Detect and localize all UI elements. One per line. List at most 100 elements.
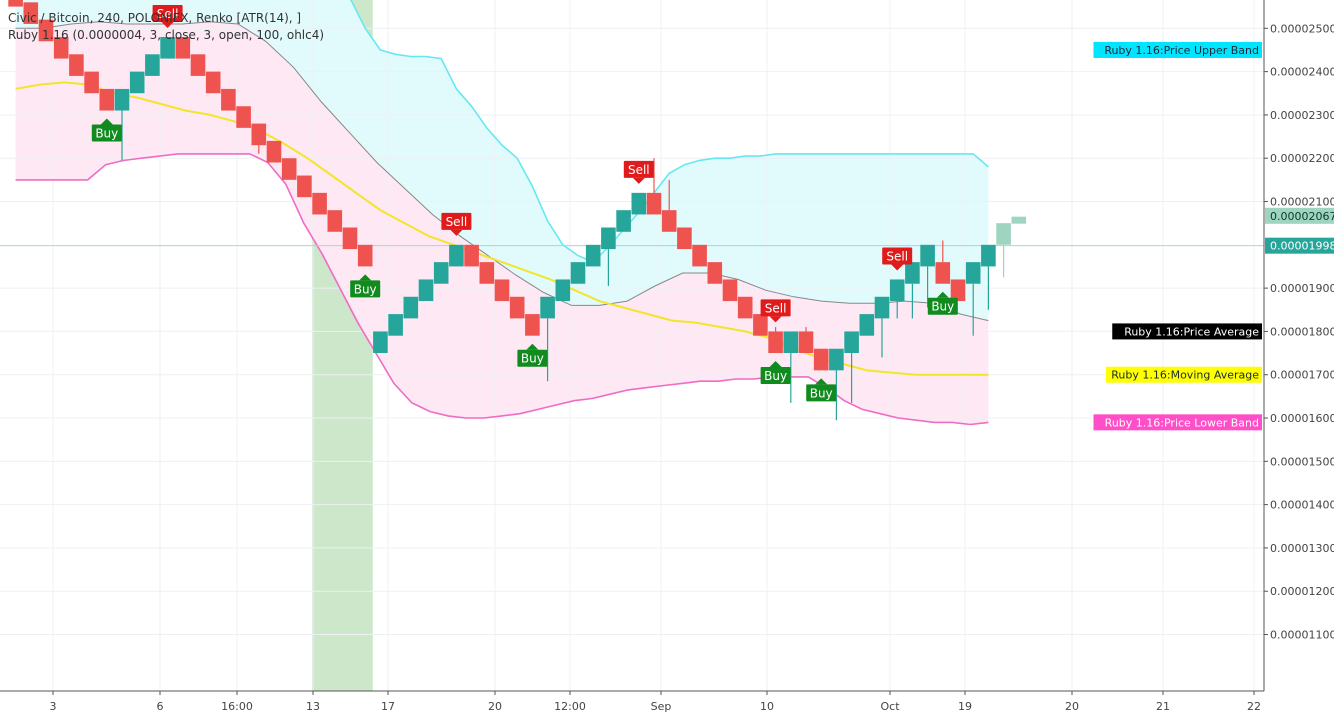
brick-down [190, 54, 206, 76]
signal-label: Sell [446, 215, 468, 229]
brick-up [160, 36, 175, 59]
brick-down [84, 71, 99, 94]
signal-label: Buy [354, 282, 377, 296]
brick-up [403, 296, 419, 319]
brick-up [996, 223, 1011, 245]
signal-pointer [526, 343, 539, 350]
brick-up [540, 296, 555, 319]
x-tick-label: Oct [880, 700, 900, 713]
price-tag-box [1265, 237, 1334, 254]
brick-up [874, 296, 890, 319]
brick-down [661, 210, 677, 232]
x-tick-label: 22 [1247, 700, 1261, 713]
price-tag-label: 0.00001998 [1270, 240, 1334, 253]
signal-label: Buy [764, 369, 787, 383]
band-label: Ruby 1.16:Price Upper Band [1093, 41, 1262, 58]
brick-up [905, 262, 920, 284]
y-tick-label: 0.00001500 [1270, 455, 1334, 468]
brick-down [23, 2, 39, 24]
brick-up [844, 331, 859, 354]
signal-box [91, 124, 122, 142]
brick-down [327, 210, 343, 232]
brick-up [601, 227, 616, 250]
symbol-title[interactable]: Civic / Bitcoin, 240, POLONIEX, Renko [A… [8, 11, 302, 25]
brick-up [114, 88, 130, 111]
signal-pointer [769, 361, 782, 368]
brick-up [388, 314, 403, 336]
brick-down [722, 279, 738, 302]
signal-label: Buy [810, 386, 833, 400]
brick-up [783, 331, 799, 354]
brick-down [357, 244, 373, 267]
brick-up [616, 210, 631, 232]
sell-signal: Sell [882, 247, 913, 271]
signal-box [623, 160, 654, 178]
signal-pointer [891, 264, 904, 271]
last-price-tag: 0.00002067 [1265, 207, 1334, 224]
chart-legend: Civic / Bitcoin, 240, POLONIEX, Renko [A… [8, 10, 324, 44]
brick-down [464, 244, 479, 267]
sell-signal: Sell [623, 160, 654, 184]
buy-signal: Buy [350, 274, 381, 298]
x-tick-label: 12:00 [554, 700, 586, 713]
brick-down [69, 54, 84, 76]
signal-pointer [161, 21, 174, 28]
x-tick-label: 21 [1156, 700, 1170, 713]
brick-up [418, 279, 434, 302]
brick-up [449, 244, 464, 267]
x-tick-label: Sep [651, 700, 672, 713]
y-tick-label: 0.00001900 [1270, 282, 1334, 295]
brick-down [479, 262, 495, 284]
y-tick-label: 0.00002200 [1270, 152, 1334, 165]
x-tick-label: 16:00 [221, 700, 253, 713]
band-label-text: Ruby 1.16:Price Lower Band [1105, 416, 1259, 429]
brick-down [312, 192, 327, 215]
band-label-text: Ruby 1.16:Price Average [1124, 325, 1259, 338]
price-tag-box [1265, 207, 1334, 224]
signal-pointer [359, 274, 372, 281]
brick-up [981, 244, 996, 267]
buy-signal: Buy [927, 291, 958, 315]
brick-down [935, 262, 951, 284]
brick-down [236, 106, 251, 128]
brick-down [677, 227, 692, 250]
sell-signal: Sell [441, 212, 472, 236]
y-tick-label: 0.00001700 [1270, 369, 1334, 382]
brick-down [692, 244, 707, 267]
grid-layer [0, 0, 1264, 691]
y-tick-label: 0.00001100 [1270, 629, 1334, 642]
brick-down [297, 175, 312, 198]
signal-label: Buy [521, 352, 544, 366]
signal-box [806, 384, 837, 402]
signal-pointer [815, 378, 828, 385]
brick-down [266, 140, 282, 163]
brick-up [145, 54, 160, 76]
band-label: Ruby 1.16:Price Lower Band [1093, 414, 1262, 431]
band-label-text: Ruby 1.16:Price Upper Band [1104, 44, 1259, 57]
sell-signal: Sell [760, 299, 791, 323]
brick-down [221, 88, 236, 111]
band-label-box [1093, 414, 1262, 431]
band-label: Ruby 1.16:Moving Average [1106, 366, 1262, 383]
brick-down [205, 71, 221, 94]
y-tick-label: 0.00002300 [1270, 109, 1334, 122]
band-label-box [1106, 366, 1262, 383]
y-tick-label: 0.00001200 [1270, 585, 1334, 598]
brick-down [494, 279, 510, 302]
brick-up [129, 71, 145, 94]
signal-box [882, 247, 913, 265]
brick-down [8, 0, 23, 7]
upper-band-fill [15, 0, 989, 321]
signal-pointer [769, 316, 782, 323]
indicator-title[interactable]: Ruby 1.16 (0.0000004, 3, close, 3, open,… [8, 28, 325, 42]
signal-label: Buy [95, 127, 118, 141]
x-tick-label: 13 [306, 700, 320, 713]
y-tick-label: 0.00001800 [1270, 325, 1334, 338]
signal-box [441, 212, 472, 230]
brick-down [707, 262, 723, 284]
current-price-tag: 0.00001998 [1265, 237, 1334, 254]
band-label-box [1112, 323, 1262, 340]
signals-layer: Sell Buy Buy Sell Buy Sell Sell Buy Buy Sell Buy [91, 4, 958, 402]
